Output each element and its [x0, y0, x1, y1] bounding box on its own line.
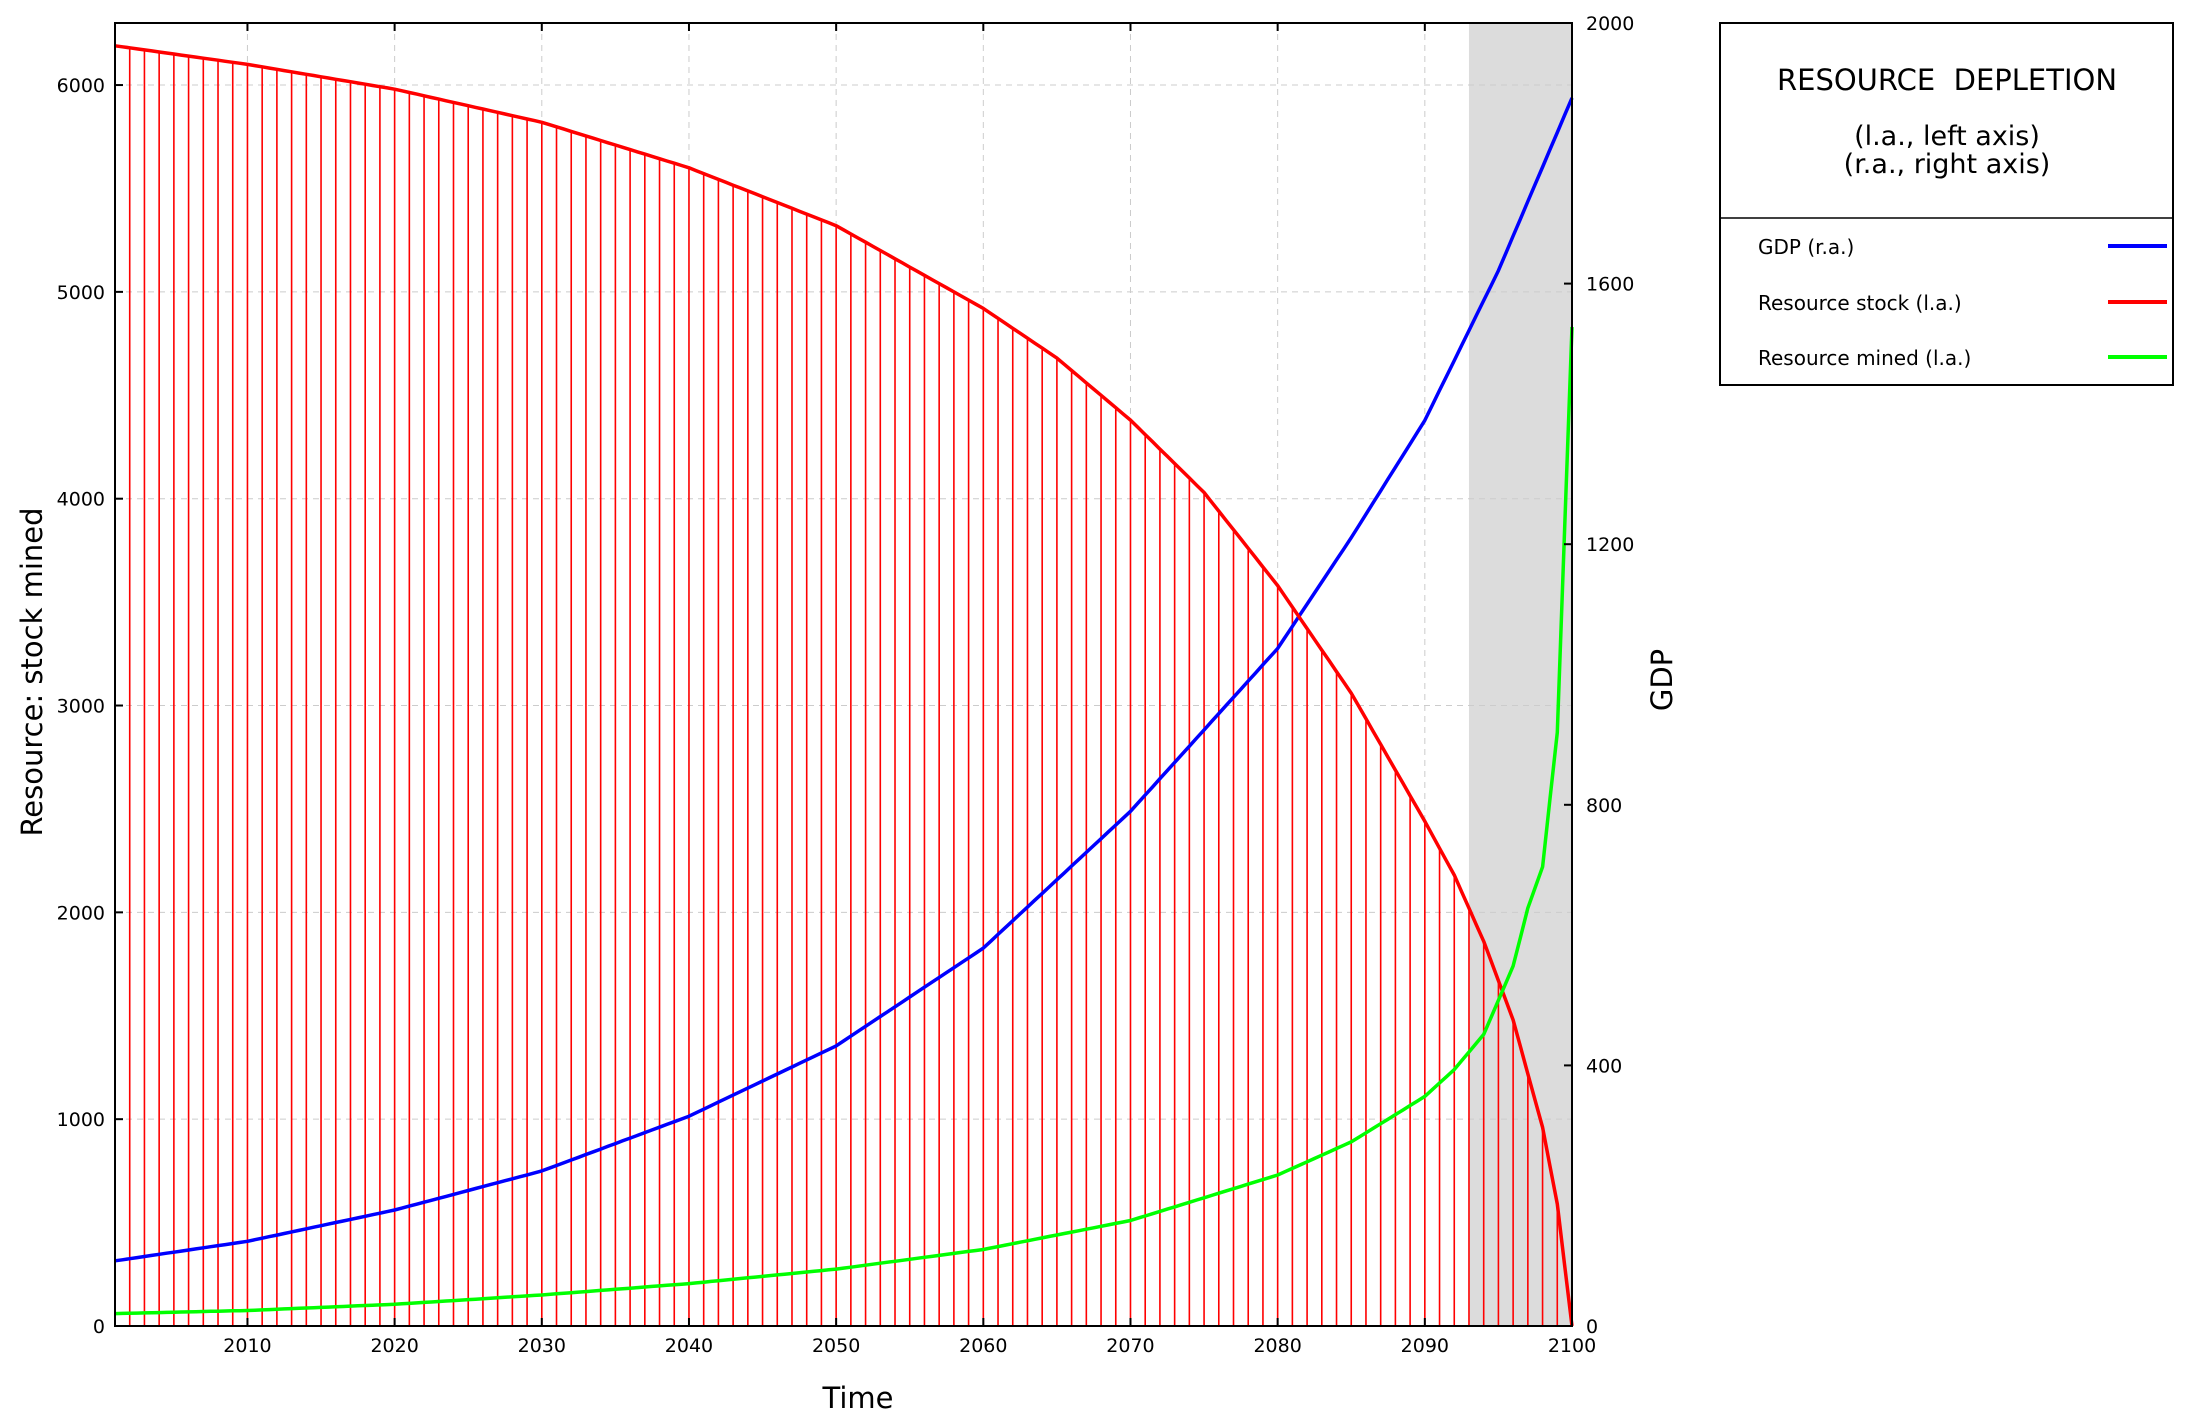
series-line-resource-mined — [114, 326, 1574, 1316]
series-line-gdp — [114, 97, 1574, 1263]
legend-label-resource-stock: Resource stock (l.a.) — [1758, 291, 1962, 315]
x-axis-title: Time — [822, 1381, 894, 1415]
legend-label-resource-mined: Resource mined (l.a.) — [1758, 346, 1971, 370]
x-tick-label: 2100 — [1548, 1335, 1596, 1357]
x-tick-label: 2030 — [518, 1335, 566, 1357]
left-y-tick-label: 0 — [93, 1316, 105, 1338]
left-y-tick-label: 1000 — [57, 1109, 105, 1131]
x-tick-label: 2080 — [1253, 1335, 1301, 1357]
right-y-tick-label: 1200 — [1586, 534, 1634, 556]
legend-frame — [1719, 22, 2174, 386]
right-y-tick-label: 1600 — [1586, 274, 1634, 296]
legend-subtitle-right-axis: (r.a., right axis) — [1844, 149, 2051, 180]
legend-label-gdp: GDP (r.a.) — [1758, 235, 1854, 259]
right-y-tick-label: 400 — [1586, 1055, 1622, 1077]
left-y-tick-label: 5000 — [57, 282, 105, 304]
left-y-tick-label: 2000 — [57, 902, 105, 924]
x-tick-label: 2060 — [959, 1335, 1007, 1357]
plot-area: 2010 2020 2030 2040 2050 2060 2070 2080 2090 2100… — [57, 13, 1635, 1357]
x-tick-label: 2050 — [812, 1335, 860, 1357]
legend-title: RESOURCE DEPLETION — [1777, 63, 2117, 97]
right-axis-title: GDP — [1645, 649, 1679, 711]
right-y-tick-label: 0 — [1586, 1316, 1598, 1338]
right-y-tick-label: 800 — [1586, 795, 1622, 817]
x-tick-label: 2090 — [1401, 1335, 1449, 1357]
left-axis-title: Resource: stock mined — [15, 507, 49, 836]
legend: RESOURCE DEPLETION (l.a., left axis) (r.… — [1719, 22, 2174, 386]
x-tick-label: 2070 — [1106, 1335, 1154, 1357]
x-tick-label: 2040 — [665, 1335, 713, 1357]
right-y-tick-label: 2000 — [1586, 13, 1634, 35]
plot-frame — [114, 22, 1573, 1327]
left-y-tick-label: 3000 — [57, 696, 105, 718]
shaded-region — [1468, 23, 1572, 1326]
x-tick-label: 2020 — [370, 1335, 418, 1357]
left-y-tick-label: 4000 — [57, 489, 105, 511]
legend-subtitle-left-axis: (l.a., left axis) — [1854, 121, 2040, 152]
series-line-resource-stock — [114, 44, 1574, 1327]
x-tick-label: 2010 — [223, 1335, 271, 1357]
left-y-tick-label: 6000 — [57, 75, 105, 97]
